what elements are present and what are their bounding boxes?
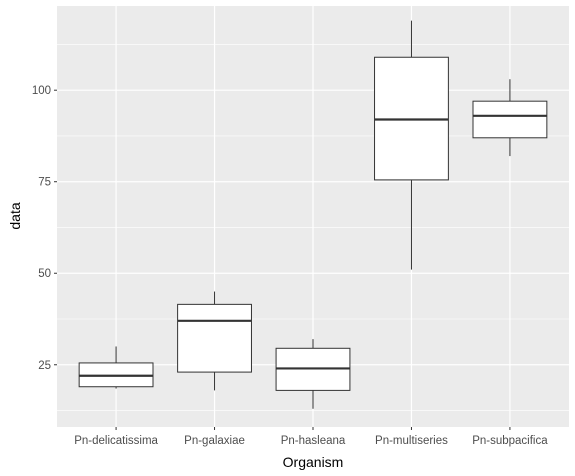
x-tick-label: Pn-galaxiae: [184, 435, 245, 447]
x-tick-label: Pn-hasleana: [281, 435, 346, 447]
x-tick-label: Pn-multiseries: [375, 435, 448, 447]
x-tick-label: Pn-delicatissima: [74, 435, 158, 447]
box-pn-galaxiae: [177, 291, 252, 391]
y-axis-title: data: [7, 202, 23, 229]
x-axis: Pn-delicatissima Pn-galaxiae Pn-hasleana Pn…: [74, 427, 548, 447]
y-tick-label: 75: [38, 177, 51, 189]
y-axis: 25 50 75 100: [32, 85, 57, 372]
y-tick-label: 100: [32, 85, 51, 97]
y-tick-label: 50: [38, 268, 51, 280]
box-pn-subpacifica: [472, 79, 548, 157]
box-pn-hasleana: [275, 339, 351, 409]
iqr-box: [177, 303, 252, 373]
box-pn-multiseries: [374, 20, 449, 270]
iqr-box: [472, 100, 548, 139]
y-tick-label: 25: [38, 360, 51, 372]
x-axis-title: Organism: [283, 454, 344, 470]
x-tick-label: Pn-subpacifica: [472, 435, 548, 447]
boxes: [78, 20, 548, 409]
box-pn-delicatissima: [78, 346, 154, 389]
